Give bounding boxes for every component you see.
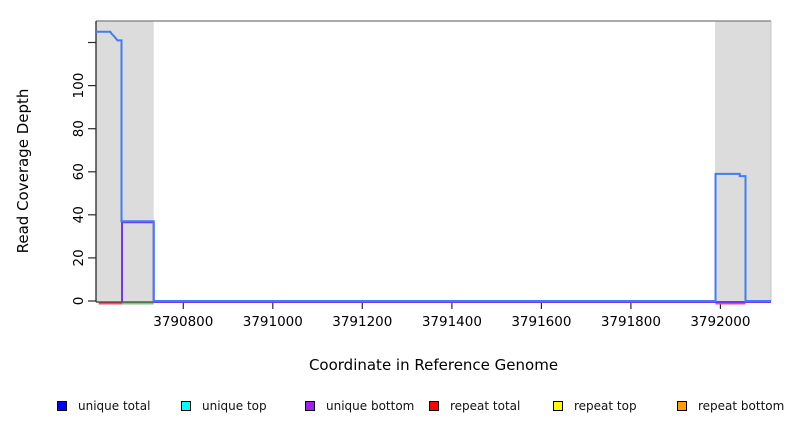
legend-swatch-repeat-total bbox=[429, 401, 439, 411]
legend-label-repeat-bottom: repeat bottom bbox=[698, 399, 785, 413]
y-tick-label: 60 bbox=[71, 163, 87, 180]
legend-item-repeat-top: repeat top bbox=[553, 397, 637, 415]
legend-swatch-unique-total bbox=[57, 401, 67, 411]
legend-label-unique-top: unique top bbox=[202, 399, 267, 413]
y-tick-label: 0 bbox=[71, 297, 87, 306]
legend-label-unique-total: unique total bbox=[78, 399, 151, 413]
y-tick-label: 40 bbox=[71, 206, 87, 223]
legend-item-repeat-bottom: repeat bottom bbox=[677, 397, 784, 415]
legend-label-repeat-total: repeat total bbox=[450, 399, 521, 413]
chart-legend: unique total unique top unique bottom repea… bbox=[0, 397, 792, 417]
coverage-plot: 3790800 3791000 3791200 3791400 3791600 37918… bbox=[71, 20, 772, 330]
x-axis-title: Coordinate in Reference Genome bbox=[308, 356, 559, 374]
y-tick-label: 80 bbox=[71, 120, 87, 137]
x-tick-label: 3791400 bbox=[422, 314, 482, 330]
series-unique-bottom bbox=[121, 221, 771, 303]
x-tick-label: 3791800 bbox=[601, 314, 661, 330]
x-tick-label: 3791200 bbox=[332, 314, 392, 330]
legend-label-unique-bottom: unique bottom bbox=[326, 399, 415, 413]
x-tick-label: 3791000 bbox=[243, 314, 303, 330]
x-tick-label: 3791600 bbox=[511, 314, 571, 330]
y-tick-label: 20 bbox=[71, 249, 87, 266]
shaded-region bbox=[715, 21, 771, 301]
legend-item-unique-top: unique top bbox=[181, 397, 267, 415]
x-tick-label: 3792000 bbox=[690, 314, 750, 330]
legend-item-repeat-total: repeat total bbox=[429, 397, 520, 415]
legend-swatch-unique-bottom bbox=[305, 401, 315, 411]
legend-item-unique-total: unique total bbox=[57, 397, 150, 415]
legend-swatch-repeat-top bbox=[553, 401, 563, 411]
legend-swatch-unique-top bbox=[181, 401, 191, 411]
y-tick-label: 100 bbox=[71, 73, 87, 99]
series-unique-total bbox=[96, 30, 771, 302]
legend-swatch-repeat-bottom bbox=[677, 401, 687, 411]
legend-label-repeat-top: repeat top bbox=[574, 399, 637, 413]
y-axis-title: Read Coverage Depth bbox=[14, 88, 32, 254]
x-tick-label: 3790800 bbox=[153, 314, 213, 330]
shaded-region bbox=[96, 21, 154, 301]
legend-item-unique-bottom: unique bottom bbox=[305, 397, 414, 415]
